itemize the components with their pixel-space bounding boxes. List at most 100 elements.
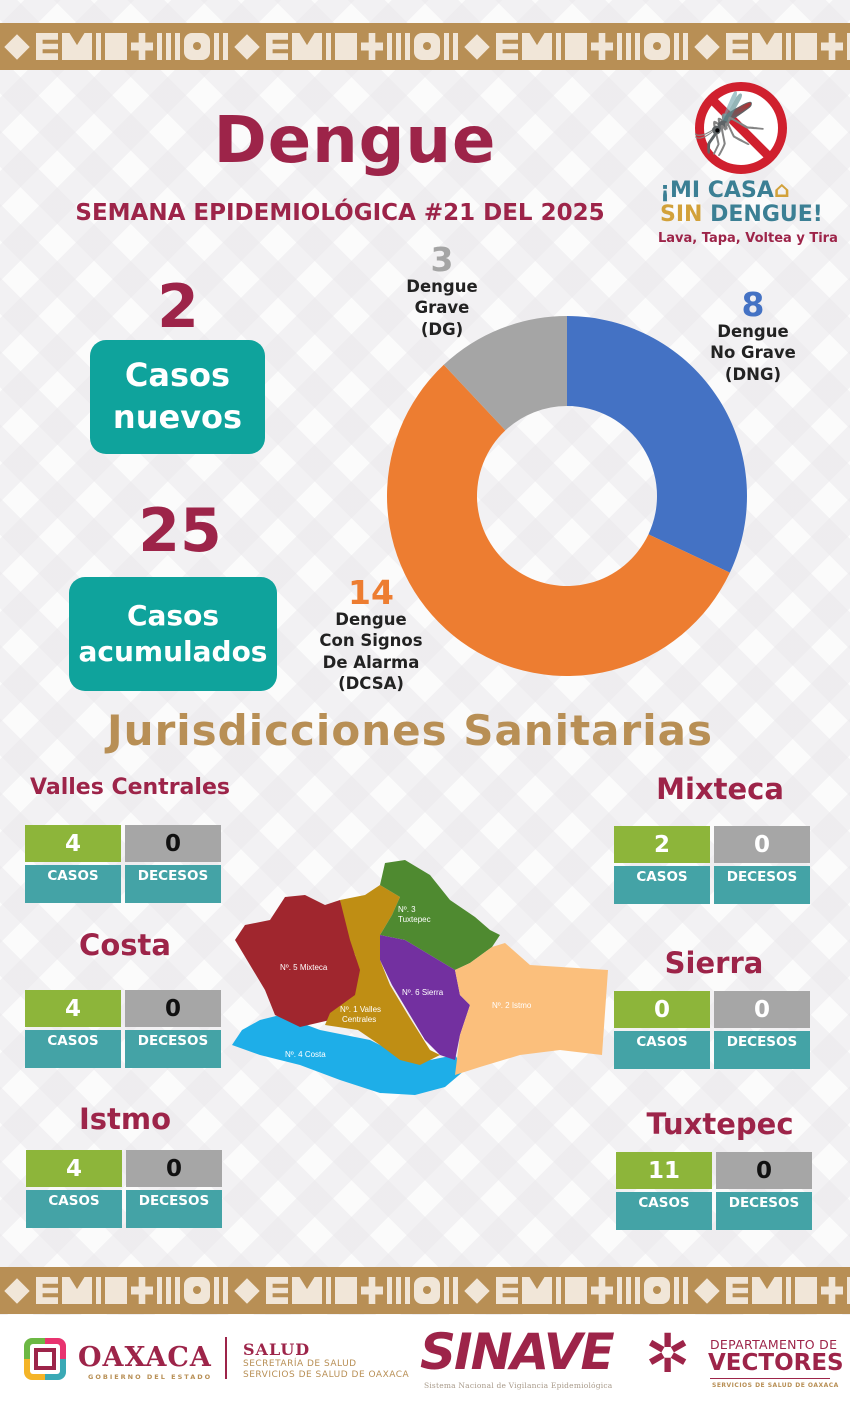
band-pattern [0, 1277, 850, 1304]
sinave-logo-text: SINAVE [420, 1323, 615, 1381]
band-glyph [464, 1277, 490, 1304]
region-name-valles-centrales: Valles Centrales [30, 775, 230, 800]
dg-value: 3 [430, 240, 454, 279]
campaign-line-1: ¡MI CASA⌂ [660, 178, 790, 203]
band-glyph [821, 1277, 843, 1304]
new-cases-label-1: Casos [124, 356, 231, 395]
vector-insect-icon: ✲ [645, 1322, 691, 1385]
logo-divider [225, 1337, 227, 1379]
band-glyph [556, 33, 561, 60]
band-glyph [752, 1277, 782, 1304]
prohibition-icon [695, 82, 787, 174]
cases-value: 4 [25, 825, 121, 862]
stat-costa: 4 0 CASOS DECESOS [25, 990, 221, 1068]
deaths-label: DECESOS [125, 1030, 221, 1068]
label-dcsa: 14 Dengue Con Signos De Alarma (DCSA) [306, 576, 436, 695]
band-glyph [591, 1277, 613, 1304]
campaign-line-2: SIN DENGUE! [660, 202, 823, 227]
band-glyph [405, 1277, 410, 1304]
jurisdictions-title: Jurisdicciones Sanitarias [107, 706, 713, 755]
band-glyph [131, 1277, 153, 1304]
dng-line2: No Grave [710, 343, 796, 363]
deaths-value: 0 [126, 1150, 222, 1187]
band-glyph [683, 33, 688, 60]
band-glyph [214, 1277, 219, 1304]
band-glyph [62, 33, 92, 60]
cases-value: 2 [614, 826, 710, 863]
deaths-value: 0 [716, 1152, 812, 1189]
dng-line1: Dengue [717, 322, 789, 341]
bottom-decorative-band [0, 1267, 850, 1314]
map-label-valles-1: Nº. 1 Valles [340, 1005, 381, 1014]
band-glyph [157, 1277, 162, 1304]
band-glyph [131, 33, 153, 60]
dcsa-line1: Dengue [335, 610, 407, 629]
footer-logos: OAXACA GOBIERNO DEL ESTADO SALUD SECRETA… [0, 1315, 850, 1417]
dg-line2: Grave [414, 298, 470, 318]
dcsa-line2: Con Signos [319, 631, 423, 651]
campaign-logo: 🦟 ¡MI CASA⌂ SIN DENGUE! Lava, Tapa, Volt… [650, 78, 845, 253]
band-glyph [396, 1277, 401, 1304]
stat-mixteca: 2 0 CASOS DECESOS [614, 826, 810, 904]
map-region-tuxtepec [380, 860, 500, 970]
dg-line1: Dengue [406, 277, 478, 296]
band-glyph [234, 33, 260, 60]
donut-chart [387, 316, 747, 676]
dng-line3: (DNG) [724, 364, 782, 384]
band-glyph [683, 1277, 688, 1304]
map-label-costa: Nº. 4 Costa [285, 1050, 326, 1059]
band-glyph [635, 33, 640, 60]
label-dng: 8 Dengue No Grave (DNG) [700, 288, 806, 385]
new-cases-label-box: Casos nuevos [90, 340, 265, 454]
band-glyph [4, 1277, 30, 1304]
band-glyph [565, 1277, 587, 1304]
map-label-sierra: Nº. 6 Sierra [402, 988, 444, 997]
band-glyph [335, 1277, 357, 1304]
cases-value: 11 [616, 1152, 712, 1189]
band-glyph [414, 1277, 440, 1304]
band-glyph [157, 33, 162, 60]
sinave-logo-subtext: Sistema Nacional de Vigilancia Epidemiol… [424, 1381, 613, 1390]
band-pattern [0, 33, 850, 60]
page-title: Dengue [213, 104, 497, 178]
band-glyph [674, 1277, 679, 1304]
band-glyph [617, 1277, 622, 1304]
band-glyph [522, 1277, 552, 1304]
band-glyph [387, 1277, 392, 1304]
cases-label: CASOS [614, 1031, 710, 1069]
vectores-divider [710, 1378, 830, 1379]
vectores-line-1: DEPARTAMENTO DE [710, 1337, 838, 1352]
band-glyph [266, 33, 288, 60]
band-glyph [361, 33, 383, 60]
band-glyph [496, 33, 518, 60]
stat-valles-centrales: 4 0 CASOS DECESOS [25, 825, 221, 903]
cases-value: 0 [614, 991, 710, 1028]
oaxaca-logo-text: OAXACA [78, 1342, 212, 1373]
band-glyph [453, 1277, 458, 1304]
band-glyph [166, 1277, 171, 1304]
band-glyph [591, 33, 613, 60]
band-glyph [335, 33, 357, 60]
dcsa-line3: De Alarma [322, 652, 420, 672]
band-glyph [847, 1277, 850, 1304]
vectores-line-2: VECTORES [708, 1350, 844, 1376]
dng-value: 8 [741, 285, 765, 324]
band-glyph [387, 33, 392, 60]
band-glyph [464, 33, 490, 60]
dg-line3: (DG) [420, 319, 464, 339]
band-glyph [847, 33, 850, 60]
salud-logo-text: SALUD [243, 1340, 311, 1359]
band-glyph [726, 1277, 748, 1304]
band-glyph [635, 1277, 640, 1304]
cases-label: CASOS [614, 866, 710, 904]
band-glyph [223, 33, 228, 60]
band-glyph [62, 1277, 92, 1304]
cases-label: CASOS [26, 1190, 122, 1228]
map-label-valles-2: Centrales [342, 1015, 376, 1024]
page-subtitle: SEMANA EPIDEMIOLÓGICA #21 DEL 2025 [75, 200, 605, 226]
band-glyph [96, 1277, 101, 1304]
band-glyph [105, 33, 127, 60]
band-glyph [36, 33, 58, 60]
stat-istmo: 4 0 CASOS DECESOS [26, 1150, 222, 1228]
band-glyph [184, 1277, 210, 1304]
